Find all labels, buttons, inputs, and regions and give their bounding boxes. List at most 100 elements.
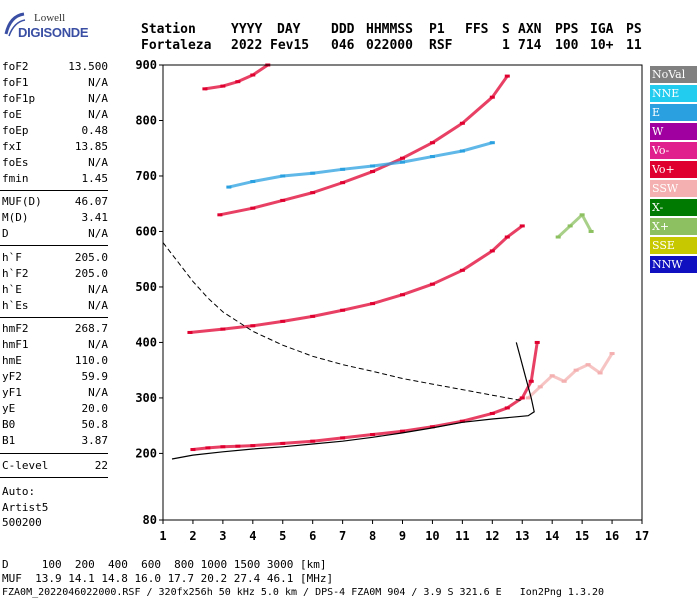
x-tick-label: 10: [425, 529, 439, 543]
trace-segment: [520, 380, 533, 399]
x-tick-label: 13: [515, 529, 529, 543]
header-label: HHMMSS: [366, 22, 413, 37]
legend-item-noval: NoVal: [650, 66, 697, 83]
param-row: fmin 1.45: [2, 172, 108, 185]
header-label: FFS: [465, 22, 489, 37]
param-row: hmF2 268.7: [2, 322, 108, 335]
divider: [0, 453, 108, 454]
header-value: 100: [555, 38, 579, 53]
param-row: h`F2 205.0: [2, 267, 108, 280]
y-axis: 80 200 300 400 500 600 700 800 900: [135, 58, 163, 527]
header-value: Fev15: [270, 38, 310, 53]
data-point: [489, 141, 495, 145]
param-row: foEs N/A: [2, 156, 108, 169]
y-tick-label: 600: [135, 224, 157, 238]
x-tick-label: 6: [309, 529, 316, 543]
y-tick-label: 300: [135, 391, 157, 405]
x-tick-label: 9: [399, 529, 406, 543]
trace-segment: [529, 342, 539, 382]
header-value: 11: [626, 38, 642, 53]
header-value: 022000: [366, 38, 413, 53]
x-tick-label: 14: [545, 529, 559, 543]
header-label: DDD: [331, 22, 355, 37]
legend-item-e: E: [650, 104, 697, 121]
y-tick-label: 800: [135, 113, 157, 127]
x-tick-label: 4: [249, 529, 256, 543]
trace-segment: [372, 293, 403, 306]
trace-segment: [598, 352, 614, 374]
trace-segment: [461, 141, 493, 153]
header-value: 714: [518, 38, 542, 53]
x-tick-label: 3: [219, 529, 226, 543]
trace-segment: [569, 213, 584, 228]
param-row: D N/A: [2, 227, 108, 240]
param-row: B0 50.8: [2, 418, 108, 431]
param-row: foE N/A: [2, 108, 108, 121]
trace-segment: [189, 327, 224, 334]
auto-artist: Artist5: [2, 501, 49, 514]
trace-segment: [563, 369, 578, 383]
logo-line2: DIGISONDE: [18, 25, 89, 40]
header-label: P1: [429, 22, 445, 37]
y-tick-label: 400: [135, 335, 157, 349]
trace-segment: [282, 191, 314, 202]
trace-segment: [506, 396, 524, 410]
trace-segment: [491, 75, 509, 99]
param-row: foF2 13.500: [2, 60, 108, 73]
x-tick-label: 1: [159, 529, 166, 543]
param-row: h`E N/A: [2, 283, 108, 296]
param-row: yF1 N/A: [2, 386, 108, 399]
param-row: foF1 N/A: [2, 76, 108, 89]
trace-segment: [252, 441, 283, 448]
logo-swoosh-icon: [4, 12, 26, 37]
y-tick-label: 700: [135, 169, 157, 183]
trace-segment: [219, 206, 254, 217]
legend-item-sse: SSE: [650, 237, 697, 254]
data-point: [588, 229, 594, 233]
logo-line1: Lowell: [34, 12, 66, 24]
trace-segment: [461, 412, 493, 423]
trace-segment: [342, 170, 374, 185]
footer-file-info: FZA0M_2022046022000.RSF / 320fx256h 50 k…: [2, 587, 605, 598]
trace-segment: [580, 214, 593, 233]
trace-segment: [539, 374, 554, 388]
legend-item-vo-minus: Vo-: [650, 142, 697, 159]
data-point: [519, 224, 525, 228]
trace-segment: [312, 308, 343, 318]
header-label: AXN: [518, 22, 542, 37]
x-tick-label: 12: [485, 529, 499, 543]
divider: [0, 190, 108, 191]
header-value: RSF: [429, 38, 453, 53]
auto-label: Auto:: [2, 485, 36, 498]
trace-segment: [506, 224, 524, 239]
trace-segment: [432, 419, 463, 429]
header-value: 2022: [231, 38, 263, 53]
trace-segment: [432, 149, 463, 159]
x-tick-label: 8: [369, 529, 376, 543]
x-tick-label: 7: [339, 529, 346, 543]
trace-segment: [402, 282, 433, 297]
divider: [0, 245, 108, 246]
header-label: YYYY: [231, 22, 263, 37]
header-value: 10+: [590, 38, 614, 53]
trace-segment: [402, 425, 433, 433]
divider: [0, 317, 108, 318]
param-row: hmE 110.0: [2, 354, 108, 367]
trace-segment: [312, 167, 343, 175]
trace-segment: [252, 319, 283, 328]
chart-points: [187, 63, 615, 452]
footer-muf-line: MUF 13.9 14.1 14.8 16.0 17.7 20.2 27.4 4…: [2, 572, 334, 585]
legend-item-nne: NNE: [650, 85, 697, 102]
x-tick-label: 15: [575, 529, 589, 543]
legend-item-x-minus: X-: [650, 199, 697, 216]
trace-segment: [401, 141, 434, 160]
trace-segment: [372, 160, 403, 168]
trace-segment: [431, 122, 464, 144]
y-tick-label: 900: [135, 58, 157, 72]
trace-segment: [461, 249, 494, 272]
param-row: yE 20.0: [2, 402, 108, 415]
x-tick-label: 16: [605, 529, 619, 543]
header-value: 1: [502, 38, 510, 53]
trace-segment: [402, 155, 433, 164]
trace-segment: [282, 314, 313, 323]
